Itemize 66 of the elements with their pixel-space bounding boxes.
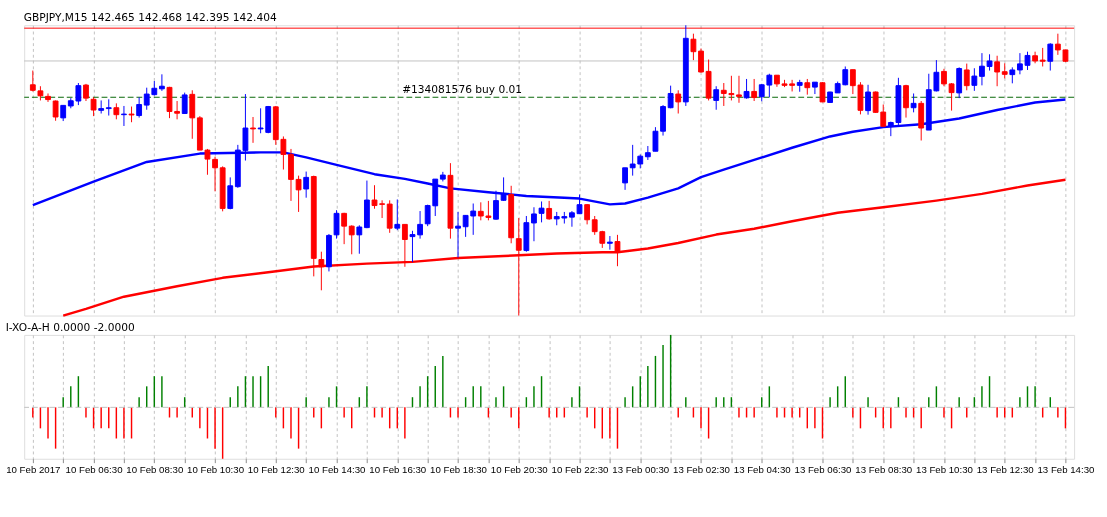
candlestick	[606, 235, 613, 251]
chart-title: GBPJPY,M15 142.465 142.468 142.395 142.404	[23, 10, 277, 24]
candlestick	[159, 73, 165, 92]
x-tick-label: 13 Feb 08:30	[855, 463, 913, 475]
x-tick-label: 13 Feb 06:30	[794, 463, 852, 475]
candlestick	[500, 176, 507, 202]
candlestick	[52, 99, 59, 122]
candlestick	[690, 33, 697, 61]
x-tick-label: 10 Feb 22:30	[551, 463, 609, 475]
candlestick	[348, 224, 355, 255]
ref-line-label: #134081576 buy 0.01	[402, 83, 523, 97]
chart-title: I-XO-A-H 0.0000 -2.0000	[5, 321, 135, 335]
candlestick	[865, 84, 871, 116]
candlestick	[401, 223, 408, 268]
x-tick-label: 13 Feb 10:30	[916, 463, 973, 475]
x-tick-label: 10 Feb 20:30	[490, 463, 548, 475]
candlestick	[622, 167, 628, 191]
candlestick	[713, 85, 720, 111]
x-tick-label: 10 Feb 12:30	[247, 463, 305, 475]
x-tick-label: 13 Feb 00:30	[612, 463, 670, 475]
candlestick	[318, 251, 325, 291]
candlestick	[356, 224, 363, 255]
candlestick	[584, 203, 591, 225]
x-tick-label: 10 Feb 18:30	[430, 463, 487, 475]
candlestick	[303, 171, 310, 199]
x-tick-label: 10 Feb 2017	[6, 463, 61, 475]
candlestick	[644, 145, 651, 161]
candlestick	[189, 89, 196, 140]
candlestick	[181, 92, 188, 115]
candlestick	[698, 47, 704, 74]
x-tick-label: 13 Feb 02:30	[673, 463, 730, 475]
candlestick	[819, 81, 826, 103]
x-tick-label: 13 Feb 04:30	[733, 463, 791, 475]
x-tick-label: 10 Feb 16:30	[369, 463, 427, 475]
candlestick	[675, 89, 682, 114]
candlestick	[736, 75, 742, 104]
candlestick	[903, 84, 909, 119]
candlestick	[227, 176, 234, 210]
x-tick-label: 13 Feb 14:30	[1037, 463, 1095, 475]
candlestick	[136, 96, 143, 119]
candlestick	[963, 63, 970, 91]
x-tick-label: 10 Feb 06:30	[65, 463, 123, 475]
candlestick	[394, 198, 401, 231]
candlestick	[341, 212, 348, 245]
candlestick	[614, 234, 621, 267]
x-tick-label: 10 Feb 14:30	[308, 463, 366, 475]
candlestick	[743, 78, 750, 100]
candlestick	[45, 92, 51, 103]
candlestick	[751, 78, 758, 102]
x-tick-label: 13 Feb 12:30	[976, 463, 1034, 475]
candlestick	[971, 67, 978, 92]
candlestick	[250, 116, 256, 144]
candlestick	[121, 105, 127, 127]
candlestick	[811, 81, 818, 95]
candlestick	[910, 92, 917, 113]
x-tick-label: 10 Feb 08:30	[126, 463, 184, 475]
x-tick-label: 10 Feb 10:30	[187, 463, 244, 475]
candlestick	[948, 82, 955, 112]
candlestick	[105, 98, 112, 117]
candlestick	[1039, 47, 1046, 67]
candlestick	[295, 175, 302, 213]
candlestick	[455, 211, 461, 258]
candlestick	[1047, 42, 1054, 72]
candlestick	[546, 200, 553, 221]
candlestick	[90, 96, 97, 117]
candlestick	[994, 55, 1001, 87]
